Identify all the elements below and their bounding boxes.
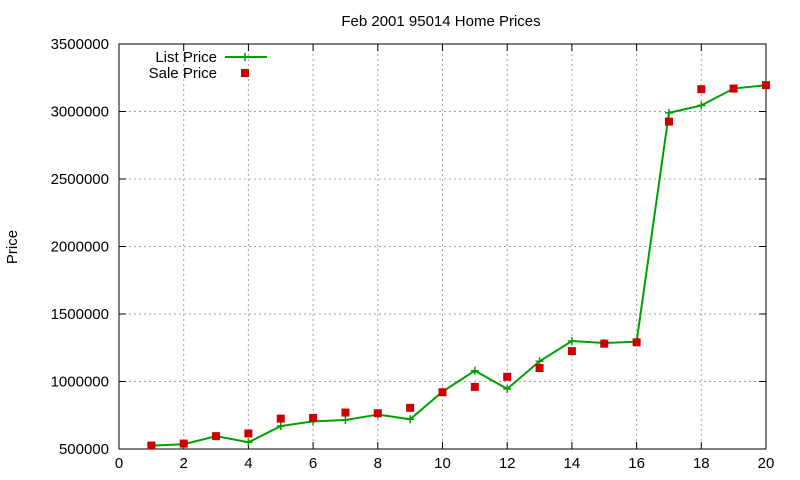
x-tick-label: 14 bbox=[564, 455, 581, 472]
sale-price-point bbox=[697, 85, 706, 94]
list-price-point bbox=[341, 415, 350, 424]
sale-price-point bbox=[147, 441, 156, 450]
sale-price-point bbox=[179, 439, 188, 448]
y-tick-label: 2000000 bbox=[51, 239, 109, 256]
y-tick-label: 1000000 bbox=[51, 374, 109, 391]
x-tick-label: 0 bbox=[115, 455, 123, 472]
legend-label: List Price bbox=[155, 49, 217, 66]
sale-price-point bbox=[276, 414, 285, 423]
sale-price-point bbox=[470, 382, 479, 391]
y-tick-label: 1500000 bbox=[51, 306, 109, 323]
sale-price-point bbox=[729, 84, 738, 93]
sale-price-point bbox=[664, 117, 673, 126]
sale-price-point bbox=[535, 364, 544, 372]
chart-title: Feb 2001 95014 Home Prices bbox=[341, 13, 540, 30]
x-tick-label: 20 bbox=[758, 455, 775, 472]
list-price-line bbox=[151, 84, 767, 447]
x-tick-label: 12 bbox=[499, 455, 516, 472]
x-tick-label: 6 bbox=[309, 455, 317, 472]
list-price-point bbox=[276, 422, 285, 431]
list-price-point bbox=[503, 384, 512, 393]
sale-price-point bbox=[341, 408, 350, 417]
sale-price-point bbox=[406, 403, 415, 412]
sale-price-point bbox=[600, 339, 609, 348]
list-price-point bbox=[697, 101, 706, 110]
y-tick-label: 3500000 bbox=[51, 36, 109, 53]
sale-price-point bbox=[438, 388, 447, 397]
x-tick-label: 8 bbox=[374, 455, 382, 472]
sale-price-point bbox=[762, 81, 770, 90]
y-tick-label: 3000000 bbox=[51, 104, 109, 121]
sale-price-point bbox=[567, 347, 576, 356]
list-price-point bbox=[664, 108, 673, 117]
legend-plus-swatch bbox=[241, 53, 249, 61]
list-price-point bbox=[406, 415, 415, 424]
list-price-point bbox=[470, 366, 479, 375]
sale-price-point bbox=[503, 372, 512, 381]
x-tick-label: 18 bbox=[693, 455, 710, 472]
sale-price-point bbox=[309, 413, 318, 422]
x-tick-label: 10 bbox=[434, 455, 451, 472]
y-tick-label: 2500000 bbox=[51, 171, 109, 188]
y-axis-label: Price bbox=[4, 230, 21, 264]
list-price-point bbox=[244, 438, 253, 447]
sale-price-point bbox=[373, 409, 382, 418]
legend-square-swatch bbox=[241, 69, 249, 77]
x-tick-label: 2 bbox=[180, 455, 188, 472]
sale-price-point bbox=[212, 432, 221, 441]
list-price-point bbox=[535, 357, 544, 366]
x-tick-label: 4 bbox=[244, 455, 252, 472]
legend-label: Sale Price bbox=[149, 65, 217, 82]
list-price-point bbox=[567, 337, 576, 345]
sale-price-point bbox=[632, 338, 641, 347]
sale-price-point bbox=[244, 429, 253, 438]
axis-ticks: 0 2 4 6 8 10 12 14 16 18 20 500000 1000000 1500000 200… bbox=[51, 36, 775, 472]
series-layer bbox=[147, 81, 770, 450]
y-tick-label: 500000 bbox=[59, 441, 109, 458]
x-tick-label: 16 bbox=[628, 455, 645, 472]
